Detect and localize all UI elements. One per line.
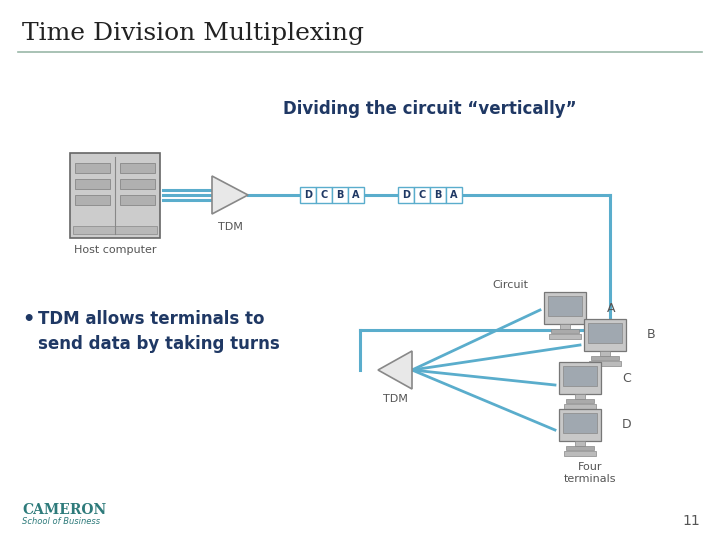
Text: B: B: [336, 190, 343, 200]
Bar: [75, 163, 110, 172]
Text: A: A: [450, 190, 458, 200]
Text: School of Business: School of Business: [22, 517, 100, 526]
Text: TDM allows terminals to
send data by taking turns: TDM allows terminals to send data by tak…: [38, 310, 280, 353]
Text: A: A: [352, 190, 360, 200]
Text: B: B: [647, 328, 656, 341]
Text: Host computer: Host computer: [73, 245, 156, 255]
Polygon shape: [212, 176, 248, 214]
Bar: [316, 187, 332, 203]
Polygon shape: [378, 351, 412, 389]
Bar: [560, 324, 570, 329]
Bar: [559, 362, 601, 394]
Bar: [120, 194, 155, 205]
Bar: [332, 187, 348, 203]
Bar: [566, 399, 594, 403]
Bar: [75, 179, 110, 188]
Text: A: A: [607, 301, 616, 314]
Text: D: D: [402, 190, 410, 200]
Bar: [544, 292, 586, 324]
Text: Four
terminals: Four terminals: [564, 462, 616, 484]
Text: C: C: [418, 190, 426, 200]
Bar: [120, 179, 155, 188]
Text: Circuit: Circuit: [492, 280, 528, 290]
Bar: [564, 451, 596, 456]
Text: C: C: [320, 190, 328, 200]
Bar: [446, 187, 462, 203]
Bar: [564, 404, 596, 409]
Bar: [73, 226, 157, 233]
Bar: [430, 187, 446, 203]
Text: Dividing the circuit “vertically”: Dividing the circuit “vertically”: [283, 100, 577, 118]
Bar: [120, 163, 155, 172]
Bar: [414, 187, 430, 203]
Bar: [575, 441, 585, 446]
Text: TDM: TDM: [382, 394, 408, 404]
Bar: [548, 296, 582, 316]
Bar: [591, 356, 619, 360]
Bar: [549, 334, 581, 339]
Bar: [348, 187, 364, 203]
Text: CAMERON: CAMERON: [22, 503, 107, 517]
Bar: [566, 446, 594, 450]
Bar: [584, 319, 626, 351]
Bar: [75, 194, 110, 205]
Text: •: •: [22, 310, 35, 329]
Text: Time Division Multiplexing: Time Division Multiplexing: [22, 22, 364, 45]
Bar: [575, 394, 585, 399]
Text: D: D: [304, 190, 312, 200]
Bar: [70, 152, 160, 238]
Bar: [589, 361, 621, 366]
Text: TDM: TDM: [217, 222, 243, 232]
Bar: [563, 366, 597, 386]
Bar: [588, 323, 622, 343]
Text: C: C: [622, 372, 631, 384]
Bar: [300, 187, 316, 203]
Text: D: D: [622, 418, 631, 431]
Text: B: B: [434, 190, 441, 200]
Bar: [398, 187, 414, 203]
Bar: [563, 413, 597, 433]
Bar: [551, 329, 579, 333]
Bar: [559, 409, 601, 441]
Bar: [600, 351, 610, 356]
Text: 11: 11: [683, 514, 700, 528]
